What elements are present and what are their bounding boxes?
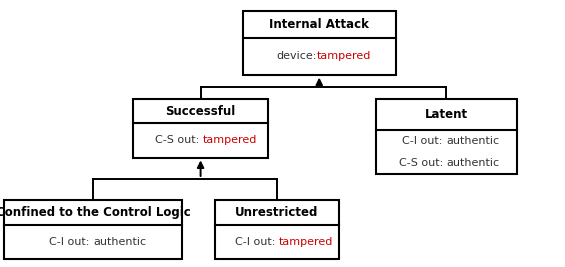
Text: tampered: tampered [279,237,333,247]
Bar [376,99,517,174]
Text: Internal Attack: Internal Attack [270,18,369,31]
Text: Unrestricted: Unrestricted [235,206,319,219]
Bar [243,11,396,75]
Text: Latent: Latent [425,108,468,121]
Text: tampered: tampered [203,135,257,146]
Text: C-I out:: C-I out: [402,136,446,146]
Text: authentic: authentic [446,136,499,146]
Text: authentic: authentic [93,237,146,247]
Text: Confined to the Control Logic: Confined to the Control Logic [0,206,190,219]
Bar [133,99,268,158]
Text: device:: device: [277,51,317,61]
Bar [215,200,339,259]
Text: C-S out:: C-S out: [155,135,203,146]
Text: Successful: Successful [166,105,236,118]
Text: C-I out:: C-I out: [235,237,279,247]
Text: C-S out:: C-S out: [398,158,446,168]
Text: tampered: tampered [317,51,372,61]
Text: authentic: authentic [446,158,499,168]
Bar [5,200,182,259]
Text: C-I out:: C-I out: [49,237,93,247]
